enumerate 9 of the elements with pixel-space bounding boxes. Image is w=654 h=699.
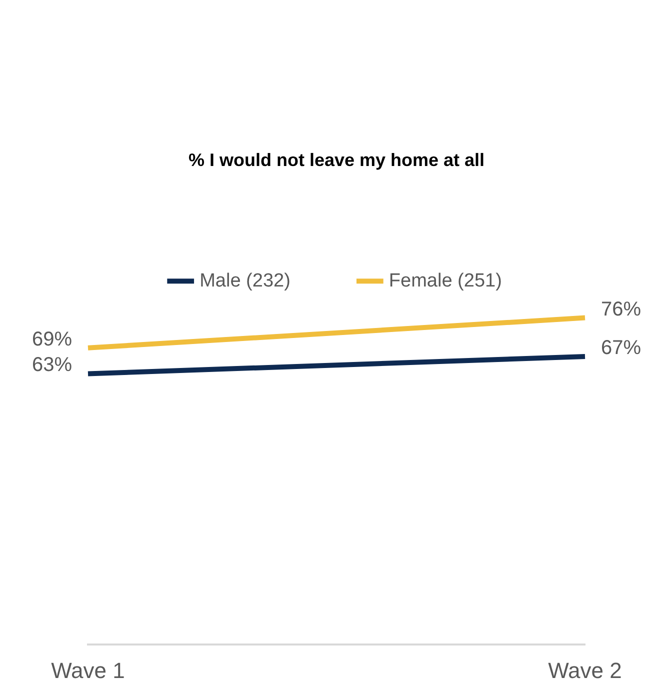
x-tick-label: Wave 2 [548, 658, 622, 683]
chart-title: % I would not leave my home at all [188, 150, 485, 170]
data-label: 69% [32, 328, 72, 350]
data-label: 63% [32, 354, 72, 376]
data-label: 67% [601, 337, 642, 360]
legend-label: Male (232) [200, 270, 290, 292]
legend-label: Female (251) [388, 270, 502, 292]
x-tick-label: Wave 1 [51, 658, 125, 683]
data-label: 76% [601, 298, 642, 320]
